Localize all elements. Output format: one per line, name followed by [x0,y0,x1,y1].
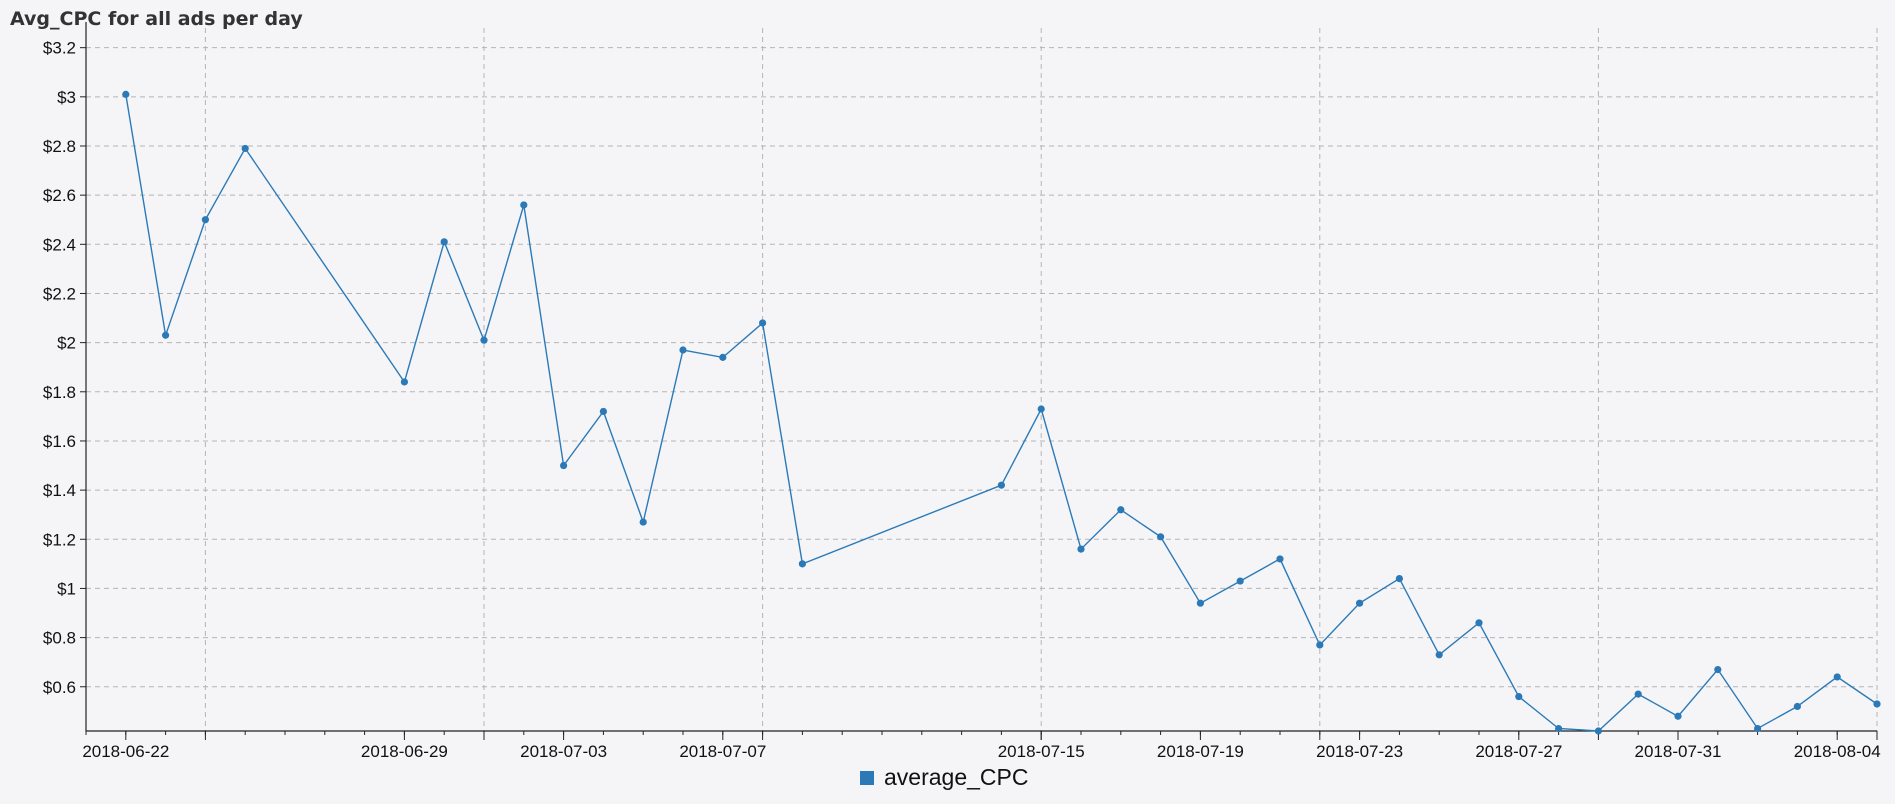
data-point [1674,712,1682,720]
x-tick-label: 2018-06-29 [361,742,448,761]
y-tick-label: $2.4 [43,235,76,254]
y-tick-label: $1.2 [43,530,76,549]
data-point [1793,702,1801,711]
x-tick-label: 2018-07-19 [1157,742,1244,761]
y-tick-label: $1.6 [43,432,76,451]
data-point [1037,405,1045,413]
data-point [719,353,727,361]
data-point [440,238,448,246]
y-tick-label: $2 [57,334,76,353]
data-point [1833,673,1841,681]
data-point [520,201,528,209]
data-point [400,378,408,386]
data-point [997,481,1006,489]
y-tick-label: $3.2 [43,39,76,58]
data-point [1157,533,1165,541]
data-point [1754,724,1762,733]
data-point [1435,651,1443,659]
data-point [1555,724,1563,733]
legend[interactable]: average_CPC [860,764,1028,791]
y-tick-label: $3 [57,88,76,107]
data-point [241,144,249,153]
data-point [1594,727,1602,735]
data-point [1475,619,1483,627]
x-tick-label: 2018-07-07 [679,742,766,761]
y-tick-label: $1 [57,579,76,598]
data-point [122,90,130,98]
data-point [162,331,170,339]
data-point [1356,599,1364,607]
x-tick-label: 2018-07-15 [998,742,1085,761]
data-point [1196,599,1204,607]
series-line [125,94,1878,732]
legend-label: average_CPC [884,764,1029,790]
data-point [1634,690,1642,698]
x-tick-label: 2018-07-27 [1475,742,1562,761]
x-tick-label: 2018-07-03 [520,742,607,761]
data-point [1077,545,1085,553]
y-tick-label: $2.2 [43,284,76,303]
y-tick-label: $1.4 [43,481,76,500]
data-point [679,346,687,354]
x-tick-label: 2018-07-31 [1635,742,1722,761]
data-point [1316,641,1324,649]
data-point [560,461,568,470]
data-point [759,319,767,327]
data-point [1873,700,1881,708]
data-point [1714,665,1722,674]
y-tick-label: $0.6 [43,678,76,697]
x-tick-label: 2018-08-04 [1794,742,1881,761]
x-tick-label: 2018-06-22 [82,742,169,761]
data-point [201,216,209,224]
chart-title: Avg_CPC for all ads per day [10,8,303,30]
data-point [1117,506,1125,514]
data-point [1515,692,1523,701]
y-tick-label: $1.8 [43,383,76,402]
y-tick-label: $2.6 [43,186,76,205]
data-point [639,518,647,526]
data-point [1276,555,1284,563]
data-point [480,336,488,344]
data-point [1236,577,1244,585]
data-point [599,407,608,416]
data-point [798,560,807,568]
data-point [1395,575,1403,583]
x-tick-label: 2018-07-23 [1316,742,1403,761]
y-tick-label: $0.8 [43,629,76,648]
y-tick-label: $2.8 [43,137,76,156]
legend-swatch [860,770,874,785]
